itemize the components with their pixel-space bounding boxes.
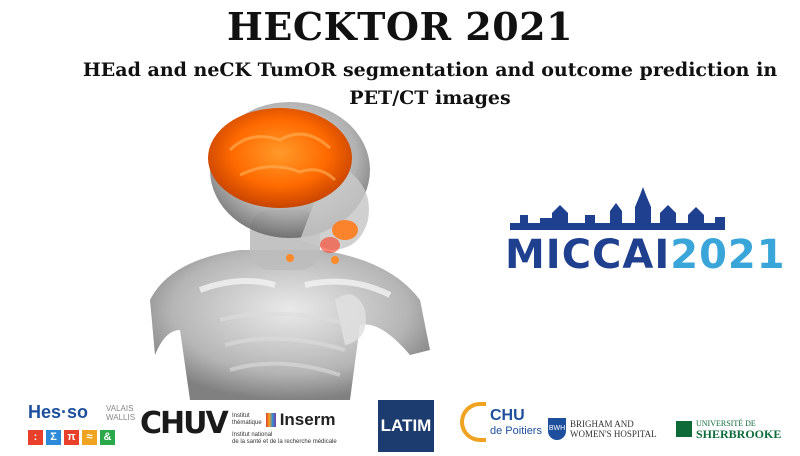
miccai-prefix: MICCAI (505, 232, 671, 278)
city-skyline (510, 187, 725, 230)
chuv-logo: CHUV (140, 406, 229, 442)
chu-name: CHU (490, 407, 525, 424)
inserm-subtitle: Institut national de la santé et de la r… (232, 432, 337, 446)
hand-shape (335, 294, 366, 345)
sher-line-2: SHERBROOKE (696, 427, 782, 441)
bwh-line-1: BRIGHAM AND (570, 419, 634, 429)
bwh-line-2: WOMEN'S HOSPITAL (570, 429, 657, 439)
hes-glyph-4: ≈ (82, 430, 97, 445)
sher-head: UNIVERSITÉ DE SHERBROOKE (676, 418, 781, 440)
brain-uptake (208, 108, 352, 208)
bwh-head: BWH BRIGHAM AND WOMEN'S HOSPITAL (548, 418, 657, 440)
page-title: HECKTOR 2021 (226, 4, 574, 49)
hes-glyph-3: π (64, 430, 79, 445)
latim-logo: LATIM (378, 400, 434, 452)
tumor-uptake-2 (320, 237, 340, 253)
chu-poitiers-logo: CHU de Poitiers (460, 402, 542, 442)
inserm-logo: Institut thématique Inserm Institut nati… (232, 410, 337, 446)
brain-folds (228, 132, 337, 182)
tumor-uptake-1 (332, 220, 358, 240)
pet-ct-render-image (150, 102, 430, 400)
inserm-head: Institut thématique Inserm (232, 410, 337, 430)
inserm-label: Institut thématique (232, 413, 262, 427)
node-uptake-1 (286, 254, 294, 262)
miccai-wordmark: MICCAI2021 (505, 232, 785, 278)
subtitle-line-2: PET/CT images (349, 87, 511, 109)
bwh-text: BRIGHAM AND WOMEN'S HOSPITAL (570, 419, 657, 439)
sherbrooke-mark-icon (676, 421, 692, 437)
node-uptake-2 (331, 256, 339, 264)
hes-so-region: VALAIS WALLIS (106, 404, 135, 422)
partner-logos: Hes·so VALAIS WALLIS : Σ π ≈ & CHUV Inst… (0, 392, 800, 456)
page-subtitle: HEad and neCK TumOR segmentation and out… (60, 56, 800, 112)
torso-shape (150, 250, 430, 400)
miccai-skyline-logo (510, 187, 725, 230)
hes-region-2: WALLIS (106, 413, 136, 422)
sherbrooke-logo: UNIVERSITÉ DE SHERBROOKE (676, 418, 781, 440)
inserm-label-2: thématique (232, 420, 262, 426)
sher-text: UNIVERSITÉ DE SHERBROOKE (696, 418, 781, 440)
hes-glyph-1: : (28, 430, 43, 445)
inserm-name: Inserm (279, 410, 336, 429)
clavicles (198, 278, 392, 298)
chu-text-block: CHU de Poitiers (490, 407, 542, 437)
hes-so-glyph-row: : Σ π ≈ & (28, 430, 115, 445)
chu-sub: de Poitiers (490, 425, 542, 437)
hes-glyph-2: Σ (46, 430, 61, 445)
miccai-year: 2021 (670, 232, 786, 278)
inserm-mark-icon (265, 413, 276, 427)
hes-glyph-5: & (100, 430, 115, 445)
hes-region-1: VALAIS (106, 404, 134, 413)
subtitle-line-1: HEad and neCK TumOR segmentation and out… (82, 59, 778, 81)
inserm-sub-2: de la santé et de la recherche médicale (232, 439, 337, 445)
sher-line-1: UNIVERSITÉ DE (696, 419, 756, 428)
inserm-sub-1: Institut national (232, 432, 273, 438)
bwh-shield-icon: BWH (548, 418, 566, 440)
chuv-name: CHUV (140, 406, 229, 441)
inserm-label-1: Institut (232, 413, 250, 419)
chu-arc-icon (460, 402, 486, 442)
chu-head: CHU de Poitiers (460, 402, 542, 442)
ribs (219, 311, 351, 377)
hes-so-name: Hes·so (28, 402, 89, 422)
hes-so-logo: Hes·so VALAIS WALLIS : Σ π ≈ & (28, 402, 135, 445)
bwh-logo: BWH BRIGHAM AND WOMEN'S HOSPITAL (548, 418, 657, 440)
